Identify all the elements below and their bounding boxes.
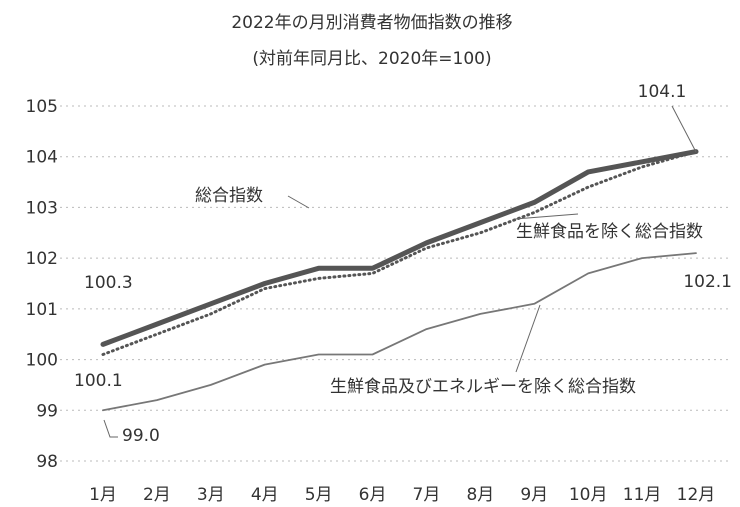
y-tick-label: 101 — [26, 300, 58, 320]
x-tick-label: 5月 — [305, 485, 333, 505]
x-tick-label: 4月 — [251, 485, 279, 505]
y-tick-label: 99 — [36, 401, 58, 421]
y-tick-label: 105 — [26, 97, 58, 117]
axes: 98 99 100 101 102 103 104 105 1月 2月 3月 4月 5月 6月 7月 8月 9月… — [26, 97, 716, 505]
data-label: 100.3 — [84, 273, 133, 293]
y-tick-label: 104 — [26, 148, 58, 168]
y-tick-label: 100 — [26, 351, 58, 371]
y-tick-label: 98 — [36, 452, 58, 472]
label-connector — [103, 419, 118, 438]
series-label: 生鮮食品及びエネルギーを除く総合指数 — [330, 377, 636, 397]
series-line-1 — [100, 149, 699, 347]
data-label: 99.0 — [122, 426, 160, 446]
series-line-3 — [102, 252, 697, 412]
series-label: 総合指数 — [195, 186, 263, 206]
data-label: 104.1 — [638, 82, 687, 102]
x-tick-label: 3月 — [197, 485, 225, 505]
label-connector — [671, 105, 697, 153]
y-tick-label: 103 — [26, 198, 58, 218]
x-tick-label: 1月 — [89, 485, 117, 505]
series-label: 生鮮食品を除く総合指数 — [516, 222, 703, 242]
x-tick-label: 2月 — [143, 485, 171, 505]
gridlines — [60, 105, 730, 462]
x-tick-label: 10月 — [569, 485, 608, 505]
x-tick-label: 12月 — [677, 485, 716, 505]
leader-line — [515, 304, 541, 373]
series-line-2 — [101, 150, 698, 356]
y-tick-label: 102 — [26, 249, 58, 269]
series-lines — [100, 149, 699, 412]
x-tick-label: 9月 — [520, 485, 548, 505]
x-tick-label: 8月 — [466, 485, 494, 505]
x-tick-label: 6月 — [359, 485, 387, 505]
leader-line — [287, 195, 310, 209]
leader-line — [514, 213, 579, 220]
chart-title: 2022年の月別消費者物価指数の推移 — [231, 13, 512, 33]
data-label: 102.1 — [683, 272, 732, 292]
x-tick-label: 11月 — [623, 485, 662, 505]
chart-subtitle: (対前年同月比、2020年=100) — [252, 49, 491, 69]
data-label: 100.1 — [74, 371, 123, 391]
x-tick-label: 7月 — [413, 485, 441, 505]
